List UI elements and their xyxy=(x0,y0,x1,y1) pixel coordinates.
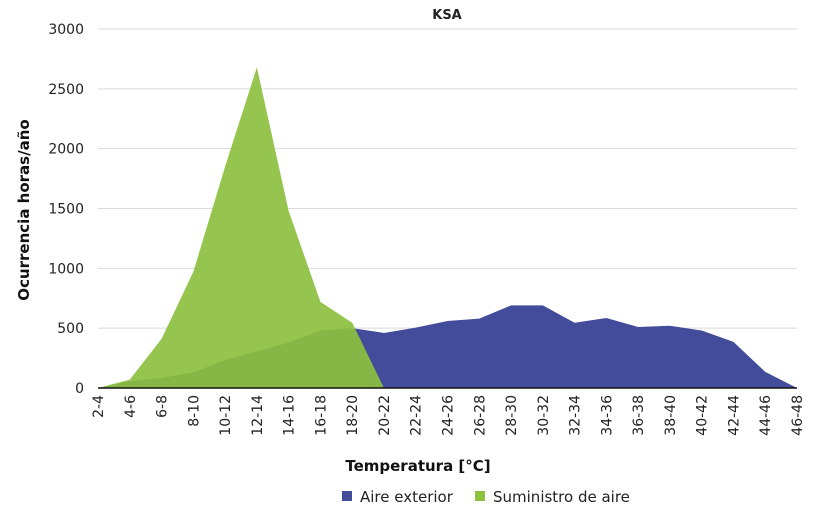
y-tick-label: 3000 xyxy=(48,22,84,38)
series-areas xyxy=(98,67,797,388)
chart-title: KSA xyxy=(432,8,462,23)
x-tick-label: 18-20 xyxy=(345,395,361,436)
y-tick-label: 1500 xyxy=(48,202,84,218)
legend-label-aire-exterior: Aire exterior xyxy=(360,488,454,506)
x-tick-label: 28-30 xyxy=(504,395,520,436)
y-tick-label: 2500 xyxy=(48,82,84,98)
x-tick-label: 36-38 xyxy=(631,395,647,436)
x-axis-label: Temperatura [°C] xyxy=(345,457,490,475)
y-tick-label: 1000 xyxy=(48,261,84,277)
x-tick-label: 12-14 xyxy=(250,395,266,436)
x-tick-label: 8-10 xyxy=(186,395,202,427)
x-tick-label: 34-36 xyxy=(599,395,615,436)
x-tick-label: 30-32 xyxy=(536,395,552,436)
x-tick-label: 42-44 xyxy=(726,395,742,436)
x-tick-label: 22-24 xyxy=(409,395,425,436)
x-tick-label: 38-40 xyxy=(663,395,679,436)
x-tick-label: 16-18 xyxy=(313,395,329,436)
legend-label-suministro-de-aire: Suministro de aire xyxy=(493,488,630,506)
area-suministro-de-aire xyxy=(98,67,384,388)
x-tick-labels: 2-4 4-6 6-8 8-10 10-12 12-14 14-16 16-18 18-20 20… xyxy=(91,395,806,436)
legend: Aire exterior Suministro de aire xyxy=(342,488,630,506)
x-tick-label: 14-16 xyxy=(282,395,298,436)
x-tick-label: 10-12 xyxy=(218,395,234,436)
y-tick-label: 0 xyxy=(75,381,84,397)
x-tick-label: 44-46 xyxy=(758,395,774,436)
y-tick-label: 2000 xyxy=(48,142,84,158)
y-tick-label: 500 xyxy=(57,321,84,337)
x-tick-label: 2-4 xyxy=(91,395,107,418)
legend-swatch-suministro-de-aire xyxy=(475,491,485,501)
legend-swatch-aire-exterior xyxy=(342,491,352,501)
x-tick-label: 26-28 xyxy=(472,395,488,436)
x-tick-label: 4-6 xyxy=(123,395,139,418)
x-tick-label: 40-42 xyxy=(695,395,711,436)
x-tick-label: 46-48 xyxy=(790,395,806,436)
y-tick-labels: 0 500 1000 1500 2000 2500 3000 xyxy=(48,22,84,397)
x-tick-label: 6-8 xyxy=(155,395,171,418)
y-axis-label: Ocurrencia horas/año xyxy=(15,119,33,300)
x-tick-label: 20-22 xyxy=(377,395,393,436)
x-tick-label: 32-34 xyxy=(568,395,584,436)
x-tick-label: 24-26 xyxy=(441,395,457,436)
